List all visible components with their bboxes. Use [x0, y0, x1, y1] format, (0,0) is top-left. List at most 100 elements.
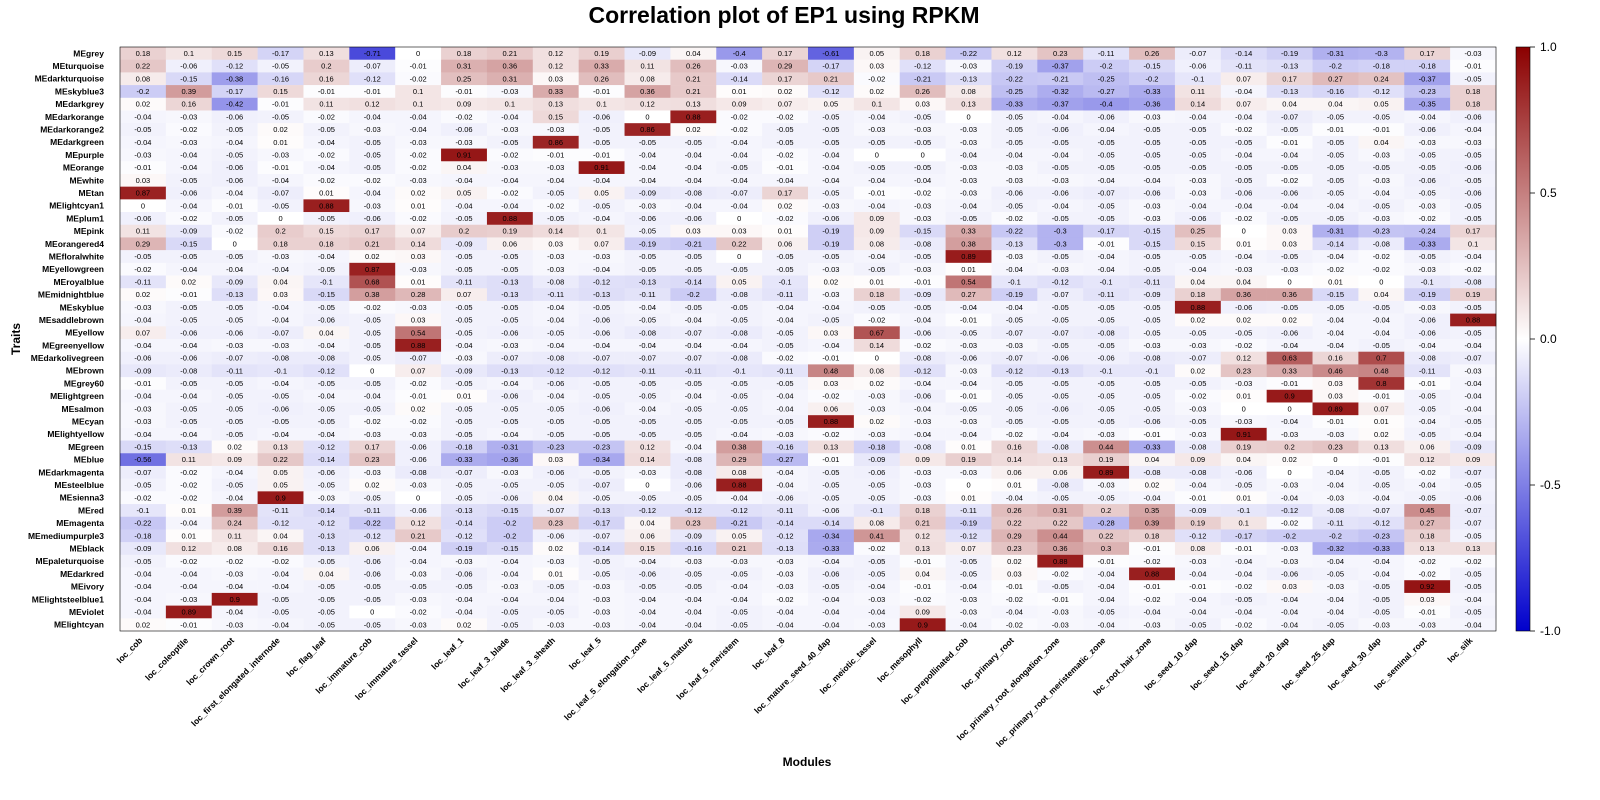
cell-value-label: -0.06: [1052, 125, 1069, 134]
cell-value-label: -0.03: [868, 430, 885, 439]
cell-value-label: 0.08: [227, 544, 242, 553]
cell-value-label: -0.1: [1421, 277, 1434, 286]
heatmap-cell: [1129, 173, 1176, 187]
cell-value-label: -0.05: [1327, 189, 1344, 198]
heatmap-cell: [486, 250, 534, 264]
cell-value-label: 0.04: [319, 328, 334, 337]
heatmap-cell: [1358, 567, 1405, 581]
cell-value-label: -0.07: [1189, 354, 1206, 363]
cell-value-label: -0.05: [364, 582, 381, 591]
cell-value-label: -0.06: [685, 481, 702, 490]
heatmap-cell: [578, 415, 625, 429]
heatmap-cell: [1037, 542, 1084, 556]
cell-value-label: -0.1: [1008, 277, 1021, 286]
cell-value-label: 0.01: [1236, 493, 1251, 502]
cell-value-label: -0.04: [1327, 608, 1344, 617]
cell-value-label: -0.06: [639, 569, 656, 578]
cell-value-label: -0.03: [1143, 201, 1160, 210]
cell-value-label: -0.11: [639, 366, 656, 375]
cell-value-label: -0.05: [1189, 138, 1206, 147]
cell-value-label: 0.17: [365, 227, 380, 236]
heatmap-cell: [257, 326, 304, 340]
cell-value-label: 0: [645, 481, 649, 490]
cell-value-label: -0.11: [547, 290, 564, 299]
heatmap-cell: [120, 415, 167, 429]
cell-value-label: 0.02: [136, 290, 151, 299]
cell-value-label: -0.05: [364, 595, 381, 604]
column-label: loc_coleoptile: [143, 635, 190, 682]
heatmap-cell: [211, 262, 258, 276]
heatmap-cell: [945, 199, 992, 213]
heatmap-cell: [808, 97, 855, 111]
cell-value-label: -0.03: [777, 582, 794, 591]
heatmap-cell: [1404, 554, 1451, 568]
heatmap-cell: [165, 415, 213, 429]
cell-value-label: 0.88: [732, 481, 747, 490]
cell-value-label: -0.03: [914, 214, 931, 223]
cell-value-label: -0.05: [1006, 404, 1023, 413]
cell-value-label: -0.05: [914, 138, 931, 147]
heatmap-cell: [486, 148, 534, 162]
cell-value-label: -0.04: [639, 341, 656, 350]
cell-value-label: -0.11: [135, 277, 152, 286]
cell-value-label: 0.03: [1282, 239, 1297, 248]
cell-value-label: 0.02: [1236, 316, 1251, 325]
cell-value-label: -0.04: [1143, 493, 1160, 502]
cell-value-label: -0.02: [1465, 265, 1482, 274]
cell-value-label: -0.03: [1373, 176, 1390, 185]
cell-value-label: 0.02: [869, 379, 884, 388]
cell-value-label: -0.05: [1143, 404, 1160, 413]
cell-value-label: 0.06: [1053, 468, 1068, 477]
heatmap-cell: [991, 59, 1038, 73]
cell-value-label: 0.67: [869, 328, 884, 337]
cell-value-label: -0.04: [272, 379, 289, 388]
cell-value-label: 0.2: [1101, 506, 1111, 515]
cell-value-label: -0.04: [318, 252, 335, 261]
cell-value-label: -0.06: [593, 328, 610, 337]
cell-value-label: 0.04: [319, 569, 334, 578]
cell-value-label: 0.17: [1282, 74, 1297, 83]
cell-value-label: -0.06: [226, 163, 243, 172]
heatmap-cell: [1037, 402, 1084, 416]
heatmap-cell: [1404, 275, 1451, 289]
heatmap-cell: [1037, 389, 1084, 403]
cell-value-label: -0.13: [1281, 62, 1298, 71]
cell-value-label: -0.05: [1373, 595, 1390, 604]
cell-value-label: 0.33: [961, 227, 976, 236]
cell-value-label: -0.05: [685, 417, 702, 426]
cell-value-label: 0.18: [915, 49, 930, 58]
heatmap-cell: [257, 262, 304, 276]
cell-value-label: -0.05: [731, 392, 748, 401]
heatmap-cell: [808, 300, 855, 314]
cell-value-label: 0.03: [686, 227, 701, 236]
cell-value-label: -0.08: [1052, 443, 1069, 452]
cell-value-label: -0.01: [180, 290, 197, 299]
heatmap-cell: [1083, 605, 1130, 619]
cell-value-label: -0.05: [1098, 138, 1115, 147]
heatmap-cell: [716, 224, 763, 238]
heatmap-cell: [486, 440, 534, 454]
heatmap-cell: [1037, 618, 1084, 632]
row-label: MElightcyan1: [49, 201, 104, 211]
heatmap-cell: [853, 199, 901, 213]
heatmap-cell: [578, 605, 625, 619]
cell-value-label: 0.26: [915, 87, 930, 96]
cell-value-label: -0.37: [1052, 100, 1069, 109]
heatmap-cell: [578, 199, 625, 213]
heatmap-cell: [853, 275, 901, 289]
heatmap-cell: [211, 491, 258, 505]
cell-value-label: -0.06: [593, 404, 610, 413]
cell-value-label: -0.09: [639, 189, 656, 198]
heatmap-cell: [1083, 148, 1130, 162]
heatmap-cell: [945, 313, 992, 327]
heatmap-cell: [578, 313, 625, 327]
cell-value-label: -0.03: [868, 620, 885, 629]
cell-value-label: -0.02: [1419, 557, 1436, 566]
cell-value-label: -0.17: [1235, 531, 1252, 540]
cell-value-label: 0.07: [961, 544, 976, 553]
heatmap-cell: [1312, 440, 1359, 454]
cell-value-label: 0.02: [1145, 481, 1160, 490]
cell-value-label: -0.05: [1465, 151, 1482, 160]
cell-value-label: -0.06: [1465, 163, 1482, 172]
heatmap-cell: [165, 288, 213, 302]
